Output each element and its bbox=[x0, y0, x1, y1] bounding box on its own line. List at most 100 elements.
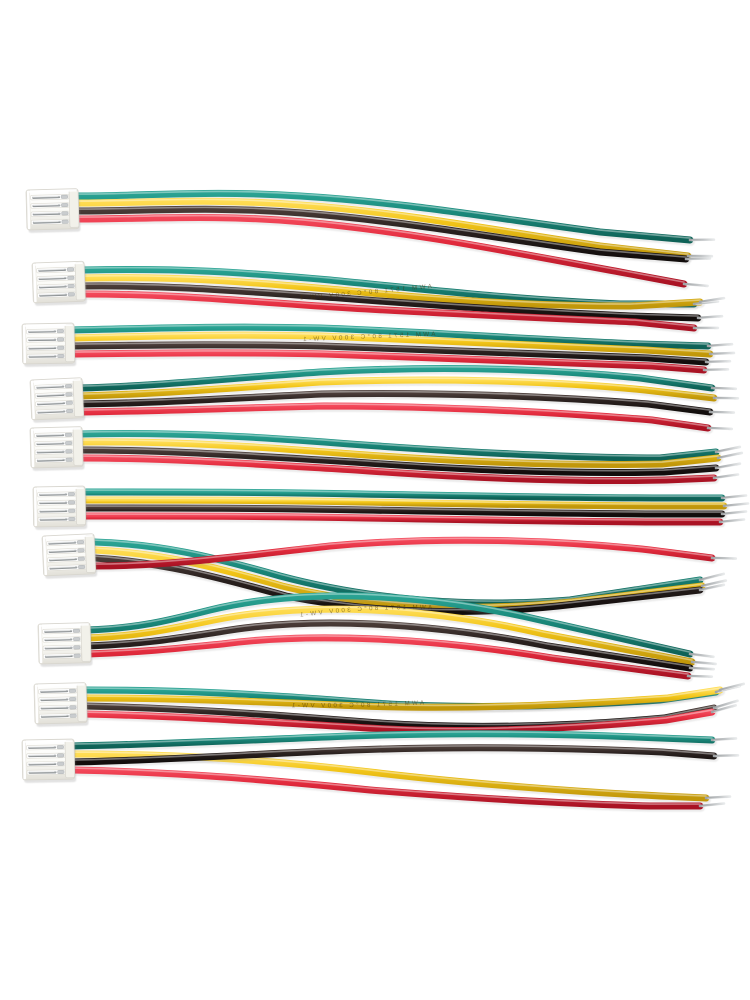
connector-crimp-4 bbox=[57, 354, 65, 358]
harness-row-6 bbox=[82, 488, 730, 528]
harness-row-2 bbox=[80, 265, 706, 334]
stripped-wire-tip-strand bbox=[719, 454, 739, 460]
connector-crimp-2 bbox=[77, 548, 85, 553]
wire-black bbox=[84, 619, 694, 672]
stripped-wire-tip-strand bbox=[723, 496, 743, 500]
wire-highlight bbox=[71, 324, 709, 345]
harness-row-2-tips bbox=[692, 296, 726, 330]
connector-pin-highlight-2 bbox=[29, 754, 55, 756]
connector-crimp-3 bbox=[57, 761, 65, 766]
stripped-wire-tip bbox=[710, 737, 738, 742]
connector-crimp-3 bbox=[57, 345, 65, 350]
wire-black bbox=[68, 744, 718, 766]
harness-row-4 bbox=[76, 365, 720, 434]
connector-neck bbox=[80, 623, 92, 662]
stripped-wire-tip bbox=[722, 502, 750, 508]
stripped-wire-tip-strand bbox=[703, 582, 723, 588]
wire-highlight bbox=[87, 606, 693, 661]
connector-pin-highlight-2 bbox=[37, 393, 63, 396]
connector-front-lip bbox=[26, 190, 31, 230]
wire-highlight bbox=[71, 767, 701, 805]
stripped-wire-tip bbox=[688, 652, 715, 659]
connector-crimp-4 bbox=[78, 565, 86, 569]
wire-highlight bbox=[79, 365, 713, 387]
wire-red bbox=[68, 349, 708, 374]
stripped-wire-tip bbox=[712, 699, 739, 710]
connector-pin-highlight-1 bbox=[39, 493, 65, 495]
connector-crimp-2 bbox=[65, 441, 73, 446]
wire-highlight bbox=[83, 266, 695, 303]
stripped-wire-tip bbox=[696, 314, 724, 320]
stripped-wire-tip bbox=[682, 282, 709, 288]
wire-highlight bbox=[85, 505, 723, 513]
connector-crimp-1 bbox=[67, 492, 75, 497]
stripped-wire-tip bbox=[718, 682, 746, 692]
connector-pin-highlight-1 bbox=[36, 433, 62, 436]
connector-front-lip bbox=[30, 380, 36, 420]
connector-front-lip bbox=[33, 487, 38, 527]
stripped-wire-tip bbox=[720, 510, 748, 516]
connector-crimp-2 bbox=[67, 275, 75, 280]
stripped-wire-tip bbox=[716, 451, 744, 460]
connector-crimp-1 bbox=[72, 628, 80, 633]
connector-pin-highlight-2 bbox=[29, 338, 55, 340]
connector-front-lip bbox=[22, 740, 27, 780]
connector-top-highlight bbox=[31, 427, 81, 431]
wire-highlight bbox=[93, 537, 713, 565]
wire-highlight bbox=[83, 283, 699, 317]
harness-row-5 bbox=[76, 429, 724, 487]
stripped-wire-tip-strand bbox=[701, 299, 721, 304]
harness-row-10 bbox=[68, 730, 720, 812]
wire-red bbox=[82, 512, 724, 526]
stripped-wire-tip bbox=[684, 257, 712, 261]
connector-pin-highlight-3 bbox=[40, 509, 66, 511]
connector-7 bbox=[41, 533, 98, 579]
wire-yellow bbox=[76, 376, 718, 402]
wire-red bbox=[80, 708, 716, 734]
connector-pin-highlight-4 bbox=[41, 714, 67, 717]
wires-layer bbox=[68, 189, 730, 812]
connector-pin-highlight-1 bbox=[37, 385, 63, 388]
connector-pin-highlight-4 bbox=[37, 458, 63, 461]
connector-pin-highlight-3 bbox=[37, 450, 63, 452]
connector-pin-highlight-3 bbox=[39, 285, 65, 287]
connector-crimp-2 bbox=[65, 392, 73, 397]
stripped-wire-tip bbox=[708, 351, 736, 356]
wire-red bbox=[84, 634, 692, 680]
connector-crimp-1 bbox=[64, 432, 72, 437]
stripped-wire-tip bbox=[700, 579, 728, 588]
stripped-wire-tip bbox=[710, 386, 738, 391]
connector-crimp-3 bbox=[61, 211, 69, 216]
harness-row-5-tips bbox=[712, 445, 744, 480]
connector-top-highlight bbox=[39, 623, 89, 627]
connector-pin-highlight-3 bbox=[29, 762, 55, 764]
connector-2 bbox=[31, 260, 87, 306]
connector-neck bbox=[68, 189, 80, 228]
wire-highlight bbox=[71, 332, 711, 353]
stripped-wire-tip bbox=[710, 556, 738, 560]
stripped-wire-tip-strand bbox=[713, 707, 733, 714]
connector-crimp-4 bbox=[73, 653, 81, 658]
wire-highlight bbox=[77, 214, 685, 283]
wire-teal bbox=[76, 429, 720, 462]
stripped-wire-tip-strand bbox=[721, 520, 741, 524]
connector-top-highlight bbox=[31, 379, 81, 383]
stripped-wire-tip-strand bbox=[695, 302, 715, 306]
connector-crimp-1 bbox=[68, 688, 76, 693]
connector-pin-highlight-3 bbox=[49, 558, 75, 560]
wire-highlight bbox=[71, 745, 715, 761]
connector-8 bbox=[37, 622, 93, 667]
wire-tips-layer bbox=[682, 238, 750, 808]
wire-red bbox=[80, 290, 698, 332]
wire-yellow bbox=[80, 686, 724, 711]
connector-pin-highlight-1 bbox=[32, 195, 58, 198]
stripped-wire-tip bbox=[704, 359, 732, 364]
connector-crimp-2 bbox=[61, 203, 69, 208]
stripped-wire-tip-strand bbox=[723, 512, 743, 516]
harness-row-10-tips bbox=[698, 737, 740, 808]
wire-teal bbox=[80, 265, 698, 308]
stripped-wire-tip-strand bbox=[691, 668, 711, 671]
wire-red bbox=[76, 454, 718, 485]
wire-highlight bbox=[83, 703, 715, 726]
